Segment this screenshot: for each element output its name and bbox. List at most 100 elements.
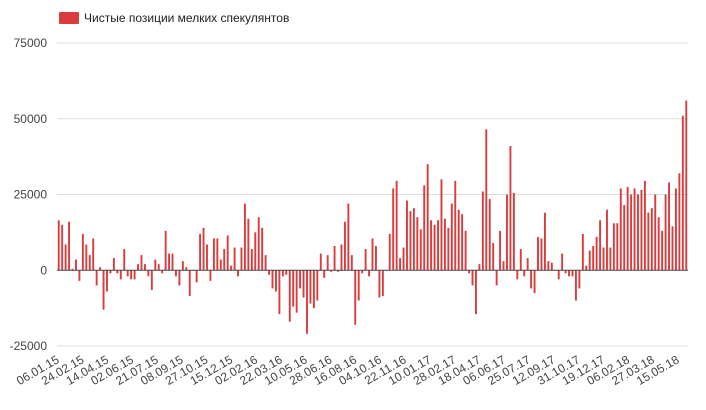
bar bbox=[440, 179, 443, 271]
bar bbox=[433, 224, 436, 271]
bar bbox=[650, 208, 653, 271]
bar bbox=[85, 244, 88, 271]
bar bbox=[533, 270, 536, 293]
bar bbox=[295, 270, 298, 313]
bar bbox=[195, 270, 198, 283]
bar bbox=[530, 270, 533, 289]
bar bbox=[330, 270, 333, 272]
bar bbox=[419, 229, 422, 271]
bar bbox=[312, 270, 315, 309]
y-axis-ticks: -25000 0 25000 50000 75000 bbox=[10, 36, 48, 353]
bar bbox=[150, 270, 153, 290]
bar bbox=[223, 249, 226, 271]
bar bbox=[471, 270, 474, 286]
bar bbox=[550, 262, 553, 271]
bar bbox=[112, 258, 115, 271]
bar bbox=[430, 220, 433, 271]
bar bbox=[381, 270, 384, 296]
bar bbox=[106, 270, 108, 292]
bar bbox=[323, 270, 326, 278]
bar bbox=[581, 233, 584, 271]
bar bbox=[181, 261, 184, 271]
bar bbox=[261, 227, 264, 271]
bar bbox=[437, 220, 439, 271]
bar bbox=[578, 270, 581, 289]
bar bbox=[257, 217, 260, 271]
bar-series bbox=[57, 100, 688, 334]
bar bbox=[464, 230, 467, 271]
bar bbox=[264, 255, 267, 271]
bar bbox=[450, 203, 453, 271]
bar bbox=[188, 270, 191, 296]
bar bbox=[278, 270, 281, 315]
bar bbox=[426, 164, 429, 271]
bar bbox=[543, 212, 546, 271]
bar bbox=[357, 270, 360, 301]
bar bbox=[409, 211, 412, 271]
bar bbox=[237, 270, 239, 277]
bar bbox=[537, 236, 539, 271]
bar bbox=[568, 270, 570, 277]
bar bbox=[606, 209, 608, 271]
bar bbox=[478, 264, 481, 271]
bar bbox=[547, 261, 550, 271]
bar bbox=[95, 270, 98, 286]
bar bbox=[574, 270, 577, 301]
bar bbox=[423, 185, 426, 271]
bar bbox=[102, 270, 105, 310]
bar bbox=[647, 212, 650, 271]
bar bbox=[447, 227, 450, 271]
bar bbox=[123, 249, 126, 271]
bar bbox=[302, 270, 305, 298]
bar bbox=[599, 220, 602, 271]
bar bbox=[657, 217, 660, 271]
bar bbox=[140, 255, 143, 271]
bar bbox=[416, 217, 419, 271]
bar bbox=[68, 221, 71, 271]
bar bbox=[212, 238, 215, 271]
bar bbox=[175, 270, 177, 277]
bar bbox=[116, 270, 119, 274]
bar bbox=[316, 270, 319, 301]
bar bbox=[185, 267, 188, 271]
bar bbox=[512, 192, 515, 271]
bar bbox=[319, 253, 322, 271]
bar bbox=[309, 270, 312, 304]
bar bbox=[147, 270, 150, 277]
legend-swatch bbox=[59, 12, 79, 24]
bar bbox=[388, 233, 391, 271]
bar bbox=[233, 247, 236, 271]
bar bbox=[137, 264, 139, 271]
y-tick-label: 0 bbox=[40, 263, 47, 277]
bar bbox=[161, 270, 164, 274]
bar bbox=[206, 244, 208, 271]
bar bbox=[461, 214, 464, 271]
bar bbox=[271, 270, 274, 289]
bar bbox=[216, 238, 219, 271]
bar bbox=[485, 129, 488, 271]
bar bbox=[199, 233, 202, 271]
bar bbox=[540, 238, 543, 271]
bar bbox=[516, 270, 519, 280]
bar bbox=[64, 244, 67, 271]
bar bbox=[126, 270, 129, 277]
bar bbox=[654, 194, 657, 271]
bar bbox=[78, 270, 81, 281]
bar bbox=[602, 247, 605, 271]
bar bbox=[585, 265, 588, 271]
bar bbox=[571, 270, 574, 277]
bar bbox=[157, 264, 160, 271]
bar bbox=[588, 250, 591, 271]
bar bbox=[368, 270, 370, 277]
bar bbox=[457, 209, 460, 271]
bar bbox=[492, 242, 495, 271]
bar bbox=[133, 270, 136, 280]
bar bbox=[354, 270, 357, 325]
bar bbox=[361, 270, 364, 274]
bar bbox=[378, 270, 381, 298]
bar bbox=[392, 188, 395, 271]
bar bbox=[119, 270, 122, 280]
bar bbox=[81, 233, 84, 271]
bar bbox=[350, 255, 353, 271]
bar bbox=[481, 191, 484, 271]
